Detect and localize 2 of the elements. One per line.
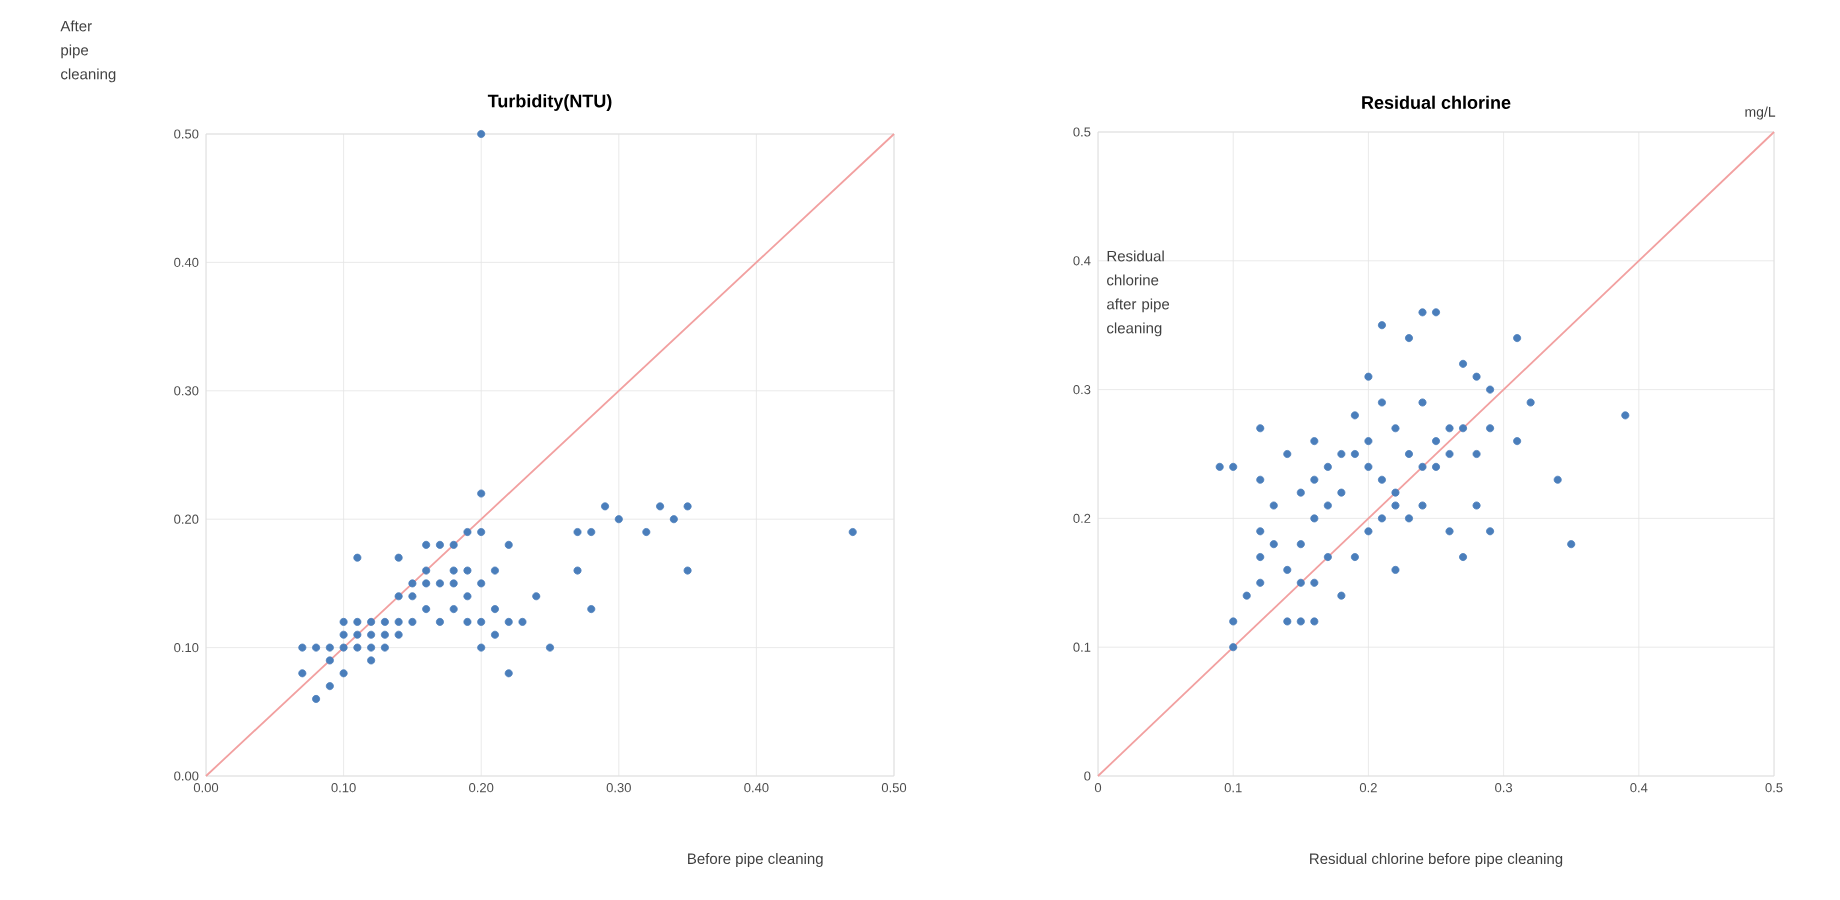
chart-title: Residual chlorine xyxy=(1362,95,1511,109)
chart-title: Turbidity(NTU) xyxy=(487,94,612,111)
